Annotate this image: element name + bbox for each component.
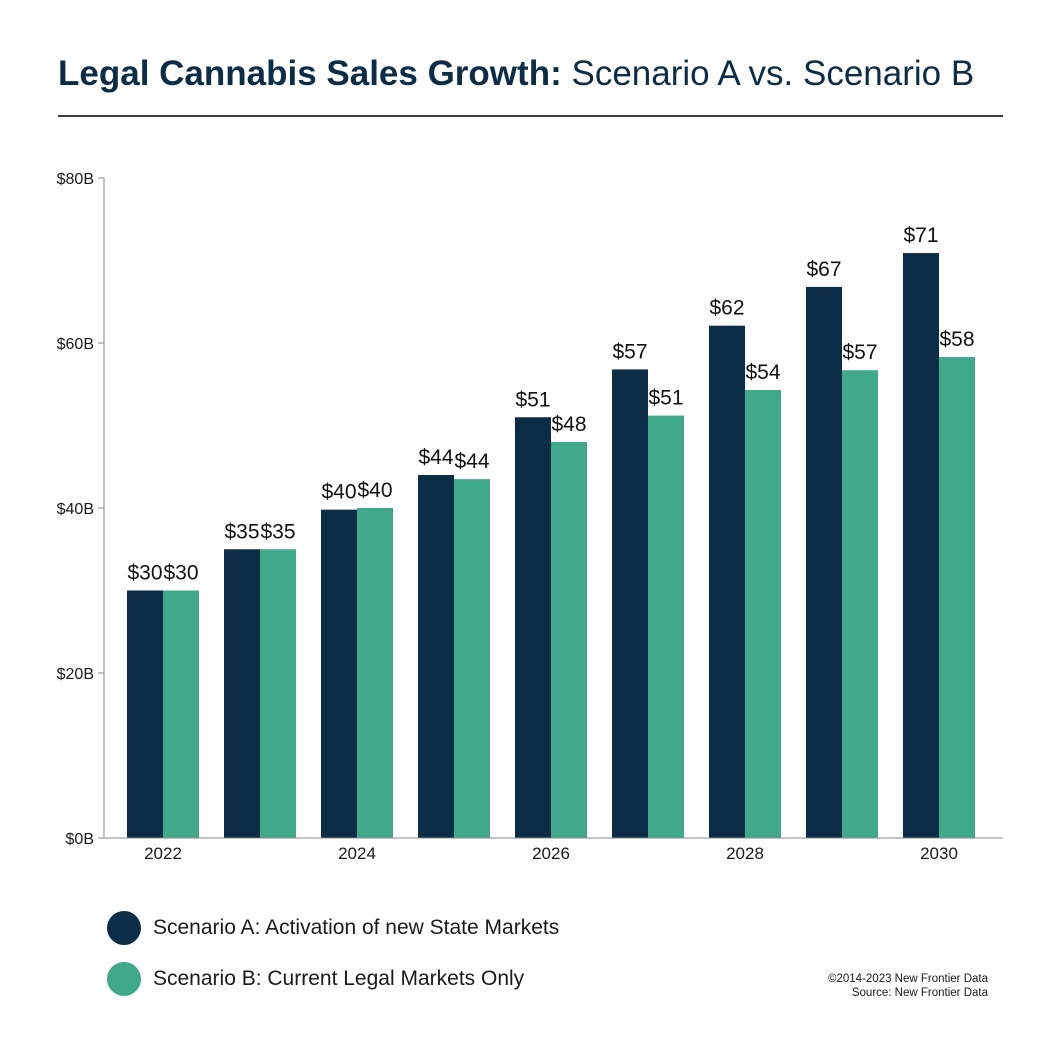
legend-label-scenario-b: Scenario B: Current Legal Markets Only — [153, 967, 525, 990]
bar-value-label: $40 — [357, 479, 392, 502]
bar-value-label: $71 — [903, 224, 938, 247]
x-tick-label: 2026 — [532, 844, 570, 863]
bar-2024-series-2 — [357, 508, 393, 838]
y-tick-label: $0B — [66, 831, 94, 848]
y-axis: $0B $20B $40B $60B $80B — [57, 171, 105, 848]
x-axis: 2022 2024 2026 2028 2030 — [104, 837, 1003, 863]
bar-2028-series-2 — [745, 390, 781, 838]
bar-value-label: $67 — [806, 258, 841, 281]
bar-2025-series-1 — [418, 475, 454, 838]
bar-value-label: $51 — [648, 387, 683, 410]
x-tick-label: 2022 — [144, 844, 182, 863]
bar-value-label: $40 — [321, 481, 356, 504]
bar-value-label: $30 — [163, 562, 198, 585]
y-tick-label: $80B — [57, 171, 94, 188]
bar-value-label: $44 — [418, 446, 453, 469]
bar-2030-series-1 — [903, 253, 939, 838]
bar-value-label: $44 — [454, 450, 489, 473]
x-tick-label: 2030 — [920, 844, 958, 863]
bar-chart: $0B $20B $40B $60B $80B $30 $30 $35 $35 $40 $40 $4… — [57, 171, 1003, 863]
y-tick-label: $60B — [57, 336, 94, 353]
bar-value-label: $62 — [709, 297, 744, 320]
chart-title-bold: Legal Cannabis Sales Growth: — [58, 54, 562, 93]
bars — [127, 253, 975, 838]
chart-title: Legal Cannabis Sales Growth: Scenario A … — [58, 52, 974, 96]
bar-value-label: $57 — [612, 340, 647, 363]
bar-value-label: $30 — [127, 562, 162, 585]
bar-2026-series-1 — [515, 417, 551, 838]
bar-value-label: $48 — [551, 413, 586, 436]
footer-source: Source: New Frontier Data — [851, 987, 988, 999]
x-tick-label: 2024 — [338, 844, 376, 863]
bar-2028-series-1 — [709, 325, 745, 838]
bar-2025-series-2 — [454, 479, 490, 838]
bar-2023-series-2 — [260, 549, 296, 838]
y-tick-label: $20B — [57, 666, 94, 683]
bar-2027-series-2 — [648, 415, 684, 838]
title-divider — [58, 115, 1003, 117]
bar-2023-series-1 — [224, 549, 260, 838]
legend-swatch-scenario-a — [107, 911, 141, 945]
footer: ©2014-2023 New Frontier Data Source: New… — [828, 972, 988, 1000]
bar-value-label: $35 — [224, 520, 259, 543]
bar-value-label: $54 — [745, 361, 780, 384]
bar-2029-series-2 — [842, 370, 878, 838]
legend-item-scenario-a: Scenario A: Activation of new State Mark… — [107, 911, 559, 945]
legend-item-scenario-b: Scenario B: Current Legal Markets Only — [107, 962, 524, 996]
bar-labels: $30 $30$35 $35$40 $40$44 $44$51$48$57$51$62$… — [127, 224, 974, 584]
bar-value-label: $57 — [842, 341, 877, 364]
bar-value-label: $35 — [260, 520, 295, 543]
legend-label-scenario-a: Scenario A: Activation of new State Mark… — [153, 916, 560, 939]
legend-swatch-scenario-b — [107, 962, 141, 996]
bar-value-label: $51 — [515, 388, 550, 411]
bar-2022-series-1 — [127, 590, 163, 838]
bar-2024-series-1 — [321, 509, 357, 838]
footer-copyright: ©2014-2023 New Frontier Data — [828, 973, 988, 985]
x-tick-label: 2028 — [726, 844, 764, 863]
bar-value-label: $58 — [939, 328, 974, 351]
bar-2029-series-1 — [806, 286, 842, 838]
bar-2030-series-2 — [939, 357, 975, 838]
chart-title-regular: Scenario A vs. Scenario B — [571, 54, 975, 93]
bar-2027-series-1 — [612, 369, 648, 838]
y-tick-label: $40B — [57, 501, 94, 518]
bar-2022-series-2 — [163, 590, 199, 838]
bar-2026-series-2 — [551, 442, 587, 838]
